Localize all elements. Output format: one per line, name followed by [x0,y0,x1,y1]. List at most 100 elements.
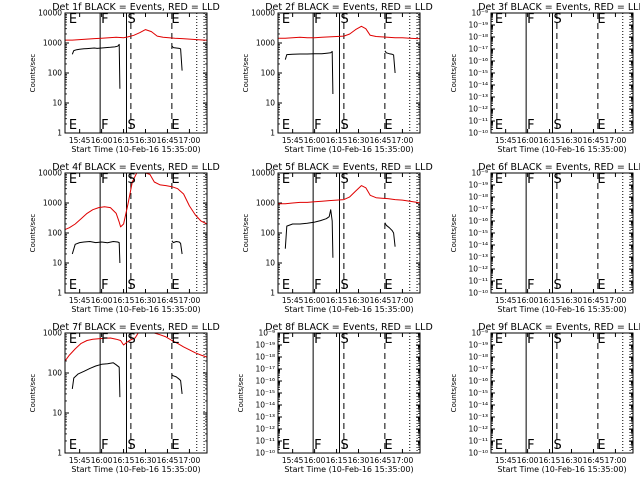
time-marker-label: F [527,278,534,293]
x-tick-label: 16:45 [157,456,179,465]
y-tick-label: 10⁻¹⁵ [255,389,275,398]
x-tick-label: 15:45 [282,296,304,305]
x-tick-label: 16:30 [348,136,370,145]
x-tick-label: 16:45 [370,456,392,465]
x-tick-label: 16:30 [561,296,583,305]
panel-title: Det 9f BLACK = Events, RED = LLD [478,322,640,333]
x-tick-label: 17:00 [392,136,414,145]
x-tick-label: 17:00 [179,456,201,465]
time-marker-label: F [527,12,534,27]
x-tick-label: 16:15 [113,456,135,465]
y-tick-label: 1 [57,449,62,458]
y-tick-label: 1000 [43,39,62,48]
y-tick-label: 10⁻¹⁵ [468,69,488,78]
y-tick-label: 10⁻¹¹ [468,117,488,126]
y-tick-label: 1 [270,129,275,138]
time-marker-label: E [597,332,605,347]
x-tick-label: 16:00 [91,136,113,145]
y-tick-label: 10⁻¹⁹ [468,21,488,30]
y-tick-label: 10⁻¹⁴ [468,241,488,250]
x-tick-label: 17:00 [605,456,627,465]
det-7f-panel: Det 7f BLACK = Events, RED = LLD 1 10 100 10… [29,322,220,474]
y-tick-label: 10⁻⁹ [471,9,488,18]
time-marker-label: F [101,118,108,133]
events-series-line [284,51,334,95]
time-marker-label: E [495,332,503,347]
time-marker-label: S [553,332,561,347]
y-tick-label: 10⁻¹³ [468,253,488,262]
time-marker-label: F [527,118,534,133]
y-tick-label: 10⁻¹⁶ [255,377,275,386]
time-marker-label: E [597,438,605,453]
time-marker-label: S [553,118,561,133]
lld-series-line [65,29,207,41]
x-axis-label: Start Time (10-Feb-16 15:35:00) [284,305,413,314]
y-tick-label: 100 [48,229,63,238]
time-marker-label: E [69,438,77,453]
y-tick-label: 100 [261,69,276,78]
time-marker-label: E [282,278,290,293]
time-marker-label: F [314,172,321,187]
plot-frame [64,172,208,294]
y-axis-label: Counts/sec [29,214,37,253]
y-tick-label: 10⁻⁹ [471,169,488,178]
time-marker-label: S [553,12,561,27]
x-tick-label: 16:15 [113,296,135,305]
time-marker-label: S [553,172,561,187]
lld-series-line [64,172,208,231]
panel-title: Det 7f BLACK = Events, RED = LLD [52,322,220,333]
time-marker-label: E [171,332,179,347]
time-marker-label: S [127,278,135,293]
x-tick-label: 16:45 [583,456,605,465]
y-tick-label: 10⁻¹⁷ [468,45,488,54]
time-marker-label: E [597,278,605,293]
y-tick-label: 10⁻¹⁶ [468,377,488,386]
x-tick-label: 16:00 [304,296,326,305]
time-marker-label: E [495,12,503,27]
time-marker-label: E [69,332,77,347]
time-marker-label: F [527,332,534,347]
y-tick-label: 10⁻¹⁷ [468,365,488,374]
det-5f-panel: Det 5f BLACK = Events, RED = LLD 1 10 100 10… [242,162,433,314]
y-tick-label: 10 [52,409,62,418]
time-marker-label: E [171,12,179,27]
time-marker-label: F [101,332,108,347]
y-tick-label: 100 [261,229,276,238]
time-marker-label: E [597,172,605,187]
y-tick-label: 10⁻¹⁶ [468,57,488,66]
events-series-line [71,241,121,264]
time-marker-label: E [597,118,605,133]
y-tick-label: 10⁻¹¹ [468,277,488,286]
time-marker-label: E [69,172,77,187]
time-marker-label: E [282,118,290,133]
plot-frame [490,12,634,134]
events-series-line [171,45,183,71]
y-tick-label: 10⁻¹¹ [255,437,275,446]
det-2f-panel: Det 2f BLACK = Events, RED = LLD 1 10 100 10… [242,2,433,154]
x-tick-label: 15:45 [69,296,91,305]
time-marker-label: E [171,278,179,293]
det-9f-panel: Det 9f BLACK = Events, RED = LLD 10⁻¹⁰ 10⁻… [450,322,640,474]
y-axis-label: Counts/sec [450,54,458,93]
x-tick-label: 16:00 [304,136,326,145]
time-marker-label: F [314,438,321,453]
y-tick-label: 10⁻¹⁷ [468,205,488,214]
x-tick-label: 16:15 [539,456,561,465]
y-tick-label: 10000 [251,9,275,18]
x-tick-label: 16:00 [91,456,113,465]
x-tick-label: 16:30 [135,456,157,465]
y-axis-label: Counts/sec [29,54,37,93]
time-marker-label: S [127,438,135,453]
plot-frame [490,332,634,454]
y-tick-label: 10⁻¹⁸ [255,353,275,362]
y-tick-label: 1 [270,289,275,298]
y-tick-label: 100 [48,369,63,378]
y-tick-label: 10⁻¹¹ [468,437,488,446]
x-axis-label: Start Time (10-Feb-16 15:35:00) [71,145,200,154]
x-tick-label: 15:45 [495,296,517,305]
y-tick-label: 1 [57,289,62,298]
y-tick-label: 10000 [251,169,275,178]
time-marker-label: S [553,438,561,453]
time-marker-label: E [69,118,77,133]
